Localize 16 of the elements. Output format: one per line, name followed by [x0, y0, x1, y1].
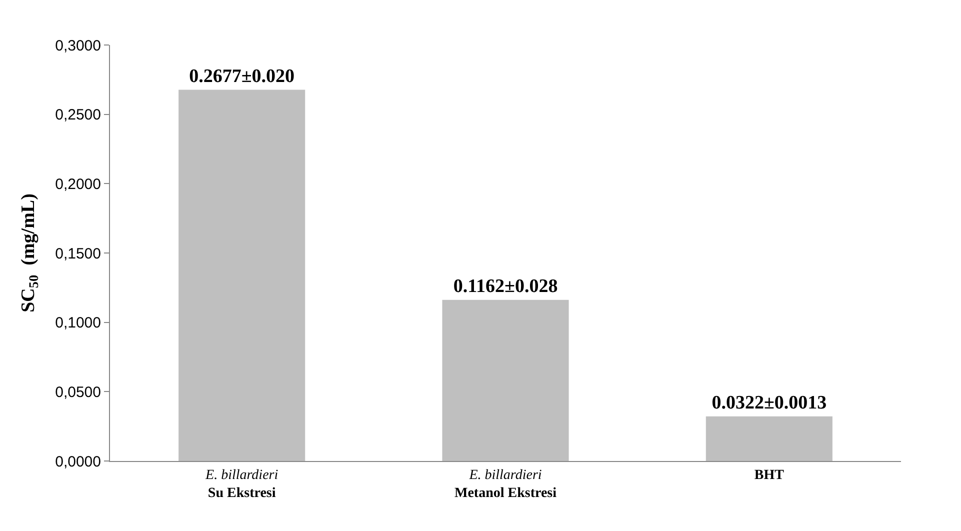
y-tick-label: 0,0000 — [55, 453, 101, 470]
y-tick-label: 0,1000 — [55, 314, 101, 332]
bar — [706, 416, 832, 461]
y-tick-label: 0,3000 — [55, 37, 101, 54]
y-tick-label: 0,2000 — [55, 176, 101, 193]
bar — [178, 90, 306, 461]
data-label: 0.2677±0.020 — [189, 66, 295, 87]
x-tick-label: E. billardieri Metanol Ekstresi — [454, 468, 557, 501]
data-label: 0.1162±0.028 — [453, 276, 558, 297]
y-tick-label: 0,0500 — [55, 384, 101, 401]
bar — [442, 300, 569, 461]
y-tick-label: 0,2500 — [55, 106, 101, 124]
x-tick-label: BHT — [754, 468, 785, 483]
x-tick-label: E. billardieri Su Ekstresi — [204, 468, 278, 501]
y-tick-label: 0,1500 — [55, 245, 101, 262]
data-label: 0.0322±0.0013 — [712, 392, 827, 414]
